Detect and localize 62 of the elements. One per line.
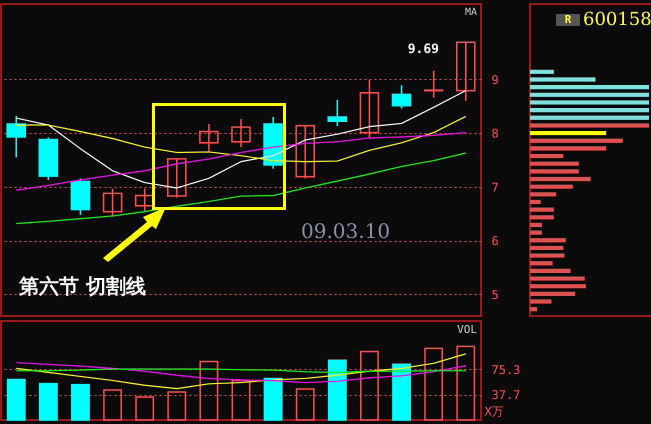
bar — [38, 382, 58, 421]
chart-title: 600158 — [583, 9, 651, 30]
candlestick — [102, 188, 122, 218]
bar — [530, 184, 573, 189]
line-series — [16, 353, 466, 390]
bar — [530, 208, 554, 212]
bar — [530, 100, 649, 105]
bar — [530, 176, 591, 182]
bar — [530, 246, 564, 250]
annotation: 9.69 — [408, 42, 439, 57]
bar — [530, 238, 566, 242]
candlestick — [6, 115, 26, 158]
bar — [6, 378, 26, 421]
bar — [71, 384, 90, 421]
bar — [530, 108, 649, 112]
bar — [530, 162, 579, 166]
candlestick — [328, 99, 348, 127]
chart-title: VOL — [457, 323, 478, 336]
candlestick — [392, 84, 412, 110]
bar — [530, 85, 649, 90]
bar — [530, 92, 649, 97]
y-tick-label: 6 — [492, 234, 499, 248]
text: R — [564, 13, 572, 26]
bar — [392, 364, 411, 421]
line-series — [16, 132, 466, 191]
bar — [530, 284, 586, 288]
annotation: 第六节 切割线 — [18, 274, 146, 298]
bar — [530, 130, 606, 136]
y-axis-title: X万 — [484, 404, 504, 418]
line-series — [16, 362, 466, 384]
bar — [530, 146, 606, 150]
bar — [530, 268, 570, 273]
bar — [530, 192, 556, 196]
bar — [530, 276, 585, 281]
bar — [328, 360, 347, 421]
annotation: MA — [464, 7, 477, 18]
bar — [530, 154, 564, 158]
line-series — [16, 90, 466, 189]
bar — [530, 222, 542, 228]
bar — [264, 378, 283, 421]
bar — [530, 169, 579, 174]
y-tick-label: 37.7 — [492, 388, 520, 402]
bar — [530, 70, 554, 74]
y-tick-label: 7 — [492, 180, 499, 194]
y-tick-label: 8 — [492, 126, 499, 141]
bar — [530, 77, 596, 82]
bar — [530, 123, 649, 128]
bar — [530, 116, 649, 120]
bar — [530, 261, 553, 266]
y-tick-label: 9 — [492, 72, 499, 87]
bar — [530, 292, 576, 296]
bar — [530, 215, 554, 220]
y-tick-label: 75.3 — [492, 362, 520, 377]
bar — [530, 230, 542, 235]
bar — [530, 299, 552, 304]
bar — [530, 253, 565, 258]
annotation: 09.03.10 — [301, 219, 390, 243]
y-tick-label: 5 — [492, 288, 499, 302]
bar — [530, 200, 541, 204]
bar — [530, 307, 538, 312]
line-series — [16, 152, 466, 224]
bar — [530, 138, 623, 143]
